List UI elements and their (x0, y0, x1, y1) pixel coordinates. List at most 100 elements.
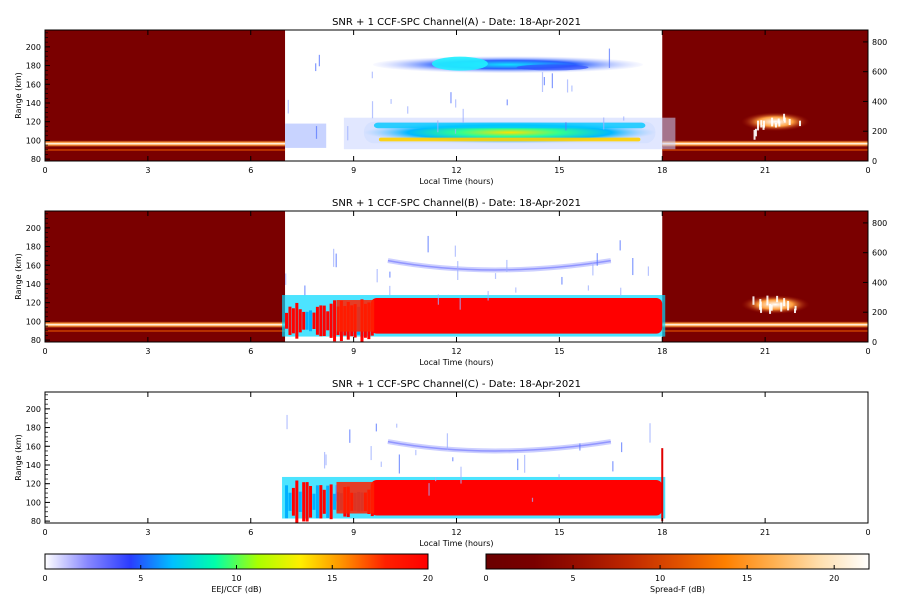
spread-f-streak (754, 128, 757, 137)
onset-streak (305, 311, 309, 330)
y2-tick-label: 200 (872, 308, 887, 317)
y2-tick-label: 0 (872, 338, 877, 347)
noise-streak (541, 72, 544, 92)
noise-streak (446, 433, 448, 450)
noise-streak (325, 454, 327, 466)
noise-streak (647, 266, 649, 276)
plot-area (45, 392, 868, 523)
noise-streak (427, 235, 429, 253)
noise-streak (623, 116, 625, 121)
spread-f-streak (777, 118, 780, 124)
panel-1: SNR + 1 CCF-SPC Channel(B) - Date: 18-Ap… (14, 198, 887, 367)
onset-streak (312, 493, 316, 510)
noise-streak (620, 287, 622, 296)
x-tick-label: 15 (554, 528, 564, 537)
spread-f-streak (783, 113, 786, 121)
noise-streak (415, 449, 417, 456)
night-echo-band (45, 321, 286, 328)
night-echo-subband (45, 329, 286, 332)
colorbar-tick-label: 0 (42, 574, 47, 583)
noise-streak (608, 48, 611, 68)
onset-streak (298, 309, 302, 333)
noise-streak (437, 120, 439, 133)
y-tick-label: 140 (26, 461, 41, 470)
x-tick-label: 12 (451, 166, 461, 175)
y-tick-label: 140 (26, 280, 41, 289)
noise-streak (318, 54, 320, 67)
x-tick-label: 21 (760, 166, 770, 175)
x-tick-label: 3 (145, 528, 150, 537)
noise-streak (515, 287, 517, 293)
eej-upper (373, 122, 646, 129)
onset-streak (333, 300, 337, 342)
y-tick-label: 160 (26, 442, 41, 451)
colorbar-tick-label: 5 (570, 574, 575, 583)
noise-streak (619, 240, 621, 251)
y2-tick-label: 200 (872, 127, 887, 136)
colorbar-0: 0 5 10 15 20 EEJ/CCF (dB) (42, 553, 433, 594)
noise-streak (286, 414, 288, 430)
onset-streak (291, 487, 295, 516)
upper-echo-arc-core (387, 259, 611, 271)
spread-f-streak (766, 295, 769, 306)
onset-streak (291, 308, 295, 334)
spread-f-streak (760, 120, 763, 128)
x-tick-label: 9 (351, 528, 356, 537)
noise-streak (543, 76, 545, 86)
spread-f-streak (799, 120, 802, 127)
noise-streak (551, 73, 553, 89)
spread-f-streak (759, 304, 762, 310)
onset-streak (312, 312, 316, 330)
onset-streak (302, 482, 306, 522)
y-tick-label: 100 (26, 136, 41, 145)
noise-streak (454, 245, 456, 257)
noise-streak (335, 485, 337, 502)
noise-streak (506, 99, 508, 106)
onset-streak (315, 306, 319, 335)
noise-streak (315, 126, 318, 139)
night-block (45, 30, 286, 161)
noise-streak (603, 117, 605, 130)
x-tick-label: 12 (451, 347, 461, 356)
night-echo-subband (662, 329, 868, 332)
noise-streak (494, 273, 497, 279)
noise-streak (304, 285, 306, 296)
spread-f-streak (778, 121, 781, 127)
colorbar-tick-label: 5 (138, 574, 143, 583)
eej-echo (370, 479, 663, 516)
noise-streak (380, 461, 382, 467)
noise-streak (347, 126, 349, 141)
panel-2: SNR + 1 CCF-SPC Channel(C) - Date: 18-Ap… (14, 379, 871, 548)
y-tick-label: 100 (26, 498, 41, 507)
y-tick-label: 180 (26, 243, 41, 252)
y-tick-label: 160 (26, 80, 41, 89)
noise-streak (487, 290, 489, 301)
spread-f-streak (770, 304, 773, 311)
onset-streak (309, 310, 313, 332)
onset-streak (305, 482, 309, 522)
noise-streak (506, 259, 508, 272)
y-tick-label: 120 (26, 118, 41, 127)
noise-streak (452, 457, 454, 462)
spread-f-streak (752, 296, 755, 305)
noise-streak (517, 458, 519, 471)
spread-f-streak (774, 122, 777, 128)
noise-streak (566, 79, 569, 93)
x-tick-label: 0 (42, 347, 47, 356)
y2-tick-label: 600 (872, 249, 887, 258)
onset-streak (326, 485, 330, 518)
y2-tick-label: 800 (872, 38, 887, 47)
y-tick-label: 200 (26, 43, 41, 52)
noise-streak (649, 423, 651, 443)
spread-f-streak (753, 129, 756, 140)
x-tick-label: 21 (760, 528, 770, 537)
night-block (45, 211, 286, 342)
onset-fill (336, 481, 375, 514)
x-tick-label: 9 (351, 166, 356, 175)
noise-streak (371, 101, 374, 119)
panel-title: SNR + 1 CCF-SPC Channel(B) - Date: 18-Ap… (332, 198, 581, 209)
spread-f-streak (760, 307, 763, 313)
spread-f-streak (788, 118, 791, 126)
noise-streak (389, 271, 391, 278)
onset-streak (298, 491, 302, 512)
